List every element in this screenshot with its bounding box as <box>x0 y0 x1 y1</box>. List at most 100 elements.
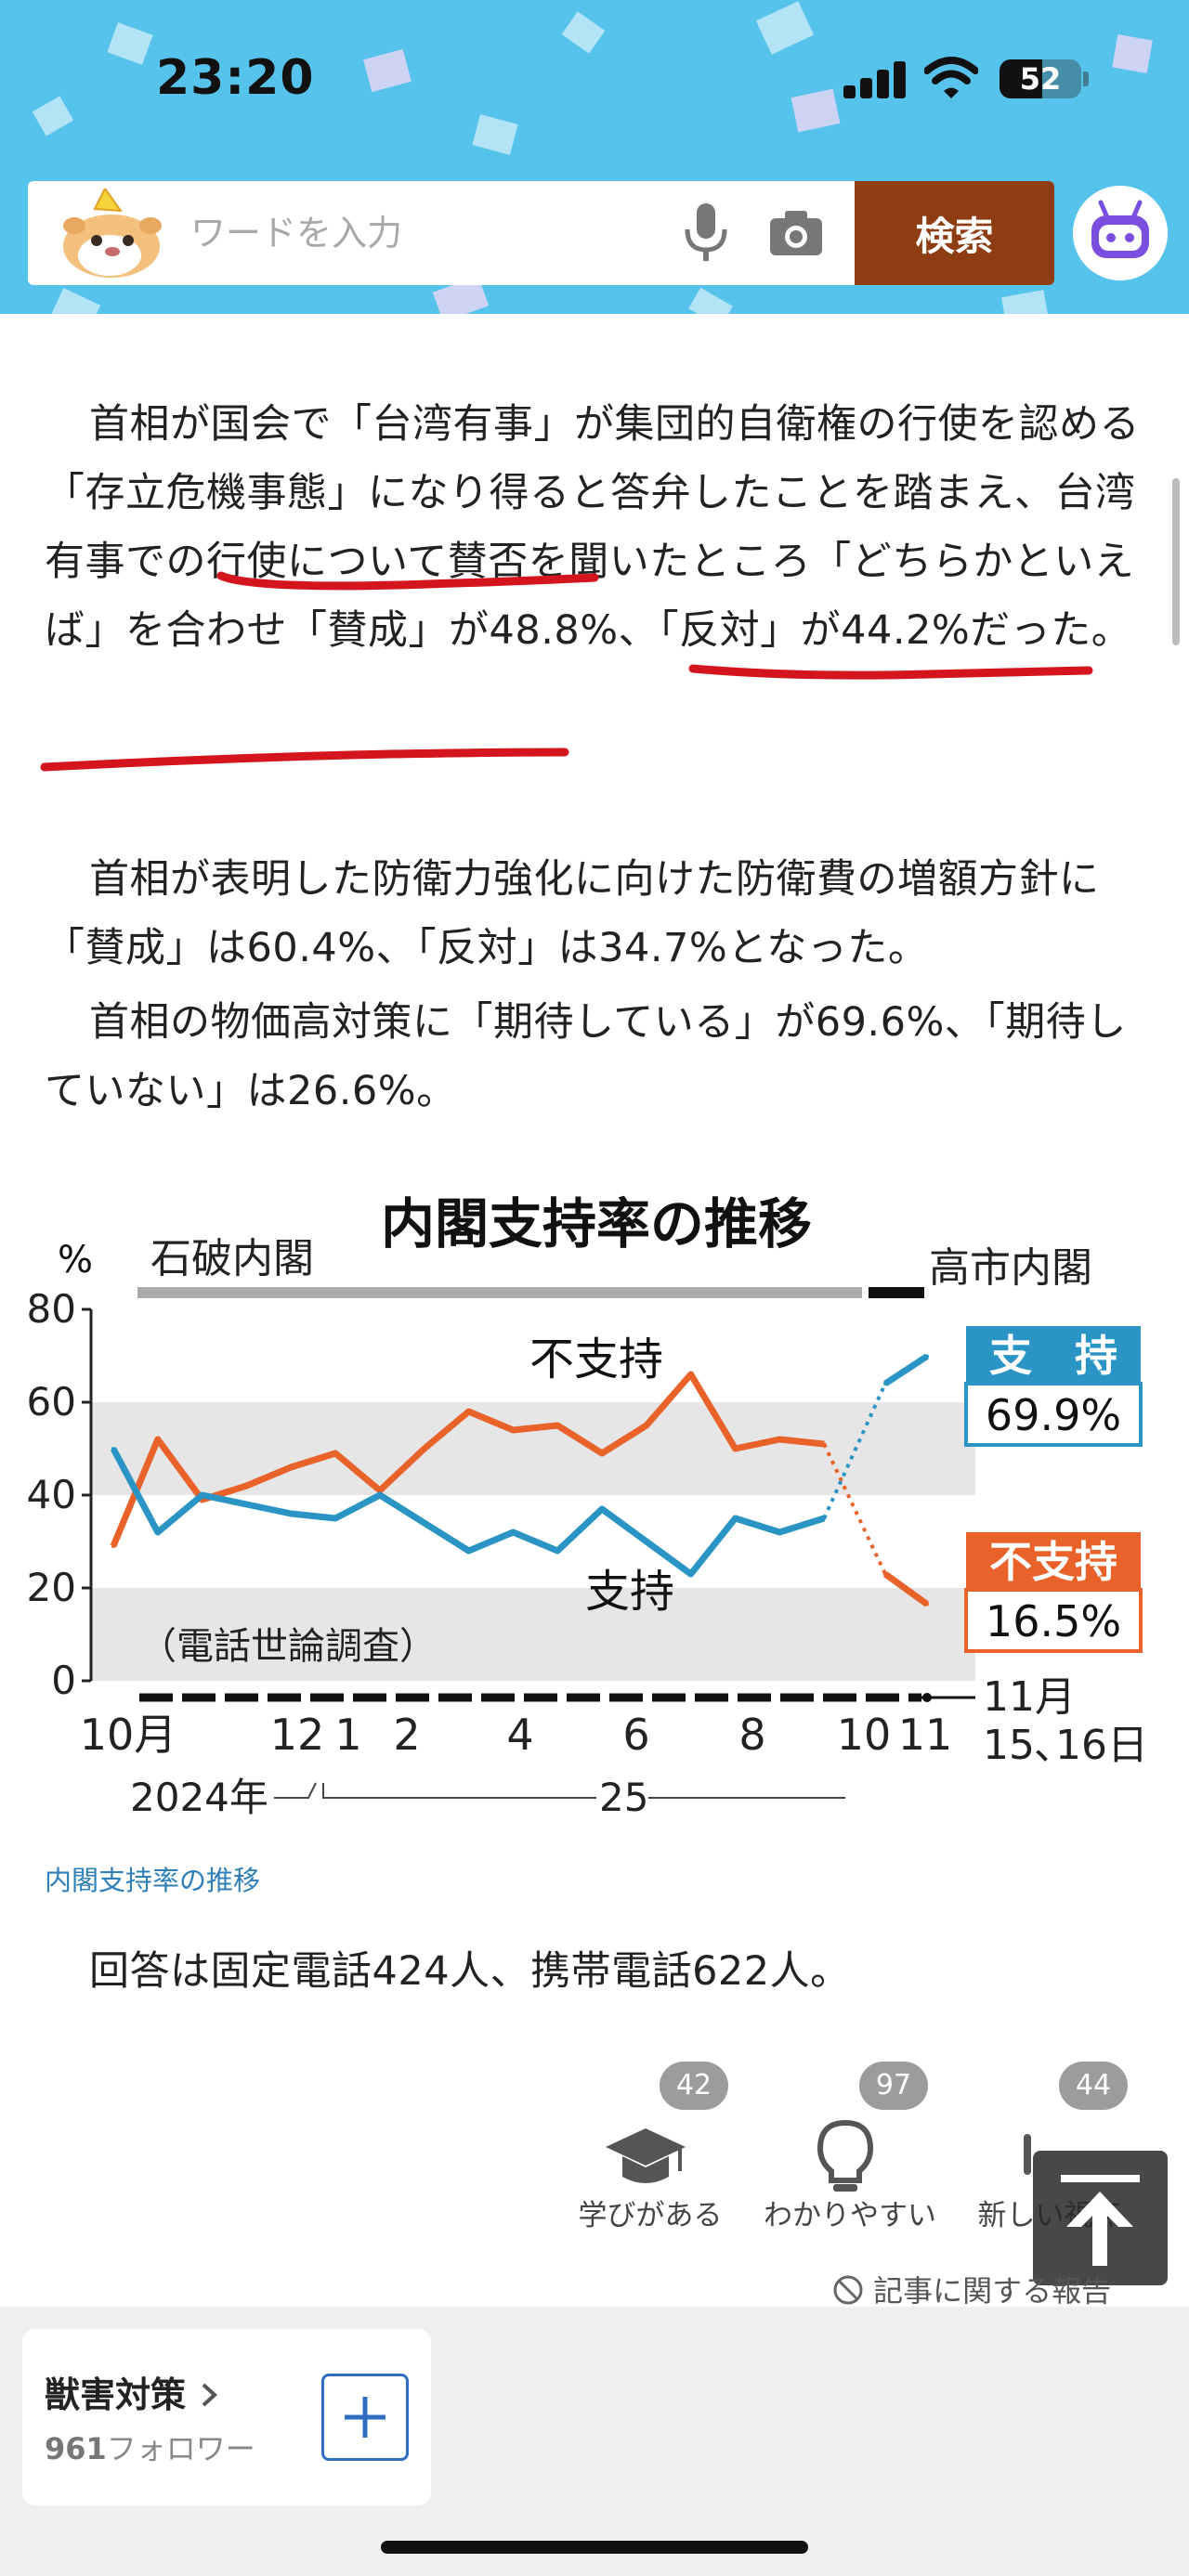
confetti-decoration <box>1112 33 1153 74</box>
x-tick-label: 1 <box>334 1710 361 1760</box>
search-input[interactable] <box>190 202 673 265</box>
red-underline-annotation <box>40 748 569 772</box>
series-line-end-0 <box>882 1571 930 1607</box>
eye-icon <box>1024 2134 1031 2175</box>
p2-text: 首相が表明した防衛力強化に向けた防衛費の増額方針に「賛成」は60.4%、「反対」… <box>45 856 1100 971</box>
data-point <box>600 1451 605 1455</box>
home-indicator[interactable] <box>381 2541 808 2554</box>
article-paragraph-3: 首相の物価高対策に「期待している」が69.6%、「期待していない」は26.6%。 <box>45 988 1159 1125</box>
end-label-box <box>966 1326 1141 1384</box>
data-point <box>883 1382 887 1386</box>
article-paragraph-1: 首相が国会で「台湾有事」が集団的自衛権の行使を認める「存立危機事態」になり得ると… <box>45 390 1159 665</box>
chevron-right-icon <box>202 2383 218 2407</box>
camera-icon[interactable] <box>766 207 826 259</box>
p1-text-after: について賛否を聞いたところ「どちらかといえば」を合わせ「賛成」が48.8%、「反… <box>45 539 1135 654</box>
year-label-25: 25 <box>599 1775 648 1820</box>
data-point <box>155 1438 160 1441</box>
page-scrollbar[interactable] <box>1172 478 1180 645</box>
status-time: 23:20 <box>156 50 315 106</box>
end-label-name: 支 持 <box>989 1331 1117 1381</box>
ai-assistant-icon[interactable] <box>1073 186 1168 280</box>
data-point <box>200 1493 204 1497</box>
arrow-up-icon <box>1061 2175 1140 2266</box>
chart-caption: 内閣支持率の推移 <box>45 1865 261 1896</box>
follower-count: 961フォロワー <box>45 2426 255 2468</box>
follower-number: 961 <box>45 2431 107 2466</box>
data-point <box>111 1447 115 1451</box>
search-bar: 検索 <box>28 181 1054 285</box>
data-point <box>289 1465 294 1469</box>
data-point <box>822 1516 827 1520</box>
data-point <box>925 1602 929 1607</box>
data-point <box>733 1516 738 1520</box>
battery-icon: 52 <box>1000 59 1081 98</box>
reaction-clear[interactable]: 97 わかりやすい <box>757 2062 943 2284</box>
data-point <box>555 1424 560 1427</box>
confetti-decoration <box>755 1 815 55</box>
end-value-box <box>964 1588 1143 1653</box>
data-point <box>777 1438 782 1441</box>
chart-note: （電話世論調査） <box>139 1625 437 1668</box>
y-tick-label: 20 <box>28 1565 76 1610</box>
data-point <box>377 1493 382 1497</box>
article-paragraph-2: 首相が表明した防衛力強化に向けた防衛費の増額方針に「賛成」は60.4%、「反対」… <box>45 845 1159 982</box>
scroll-to-top-button[interactable] <box>1033 2151 1168 2285</box>
confetti-decoration <box>32 96 74 137</box>
footer-bar: 獣害対策 961フォロワー <box>0 2307 1189 2576</box>
data-point <box>600 1507 605 1511</box>
data-point <box>111 1544 115 1548</box>
topic-title[interactable]: 獣害対策 <box>45 2366 220 2417</box>
y-tick-label: 0 <box>51 1658 76 1703</box>
y-tick-label: 60 <box>28 1379 76 1425</box>
x-tick-label: 4 <box>506 1710 533 1760</box>
data-point <box>822 1442 827 1446</box>
data-point <box>466 1549 471 1553</box>
data-point <box>644 1540 648 1543</box>
article-paragraph-4: 回答は固定電話424人、携帯電話622人。 <box>45 1937 1159 2006</box>
end-label-name: 不支持 <box>989 1537 1117 1587</box>
data-point <box>688 1572 693 1576</box>
y-tick-label: 40 <box>28 1472 76 1517</box>
reaction-count: 42 <box>660 2062 728 2110</box>
data-point <box>422 1447 426 1451</box>
x-tick-label: 10 <box>837 1710 892 1760</box>
topic-follow-card[interactable]: 獣害対策 961フォロワー <box>22 2329 431 2505</box>
reaction-learning[interactable]: 42 学びがある <box>557 2062 743 2284</box>
data-point <box>777 1530 782 1534</box>
lightbulb-icon <box>817 2119 874 2192</box>
data-point <box>511 1428 516 1432</box>
end-label-value: 16.5% <box>986 1596 1121 1646</box>
data-point <box>422 1521 426 1525</box>
search-button[interactable]: 検索 <box>855 181 1054 285</box>
y-tick-label: 80 <box>28 1286 76 1332</box>
data-point <box>244 1484 249 1488</box>
confetti-decoration <box>51 288 101 314</box>
p3-text: 首相の物価高対策に「期待している」が69.6%、「期待していない」は26.6%。 <box>45 999 1127 1114</box>
report-label: 記事に関する報告 <box>873 2273 1112 2309</box>
end-label-box <box>966 1532 1141 1590</box>
series-transition-1 <box>822 1383 887 1519</box>
confetti-decoration <box>1001 290 1048 314</box>
reaction-count: 97 <box>859 2062 928 2110</box>
data-point <box>511 1530 516 1534</box>
data-point <box>883 1572 887 1576</box>
confetti-decoration <box>472 114 518 155</box>
confetti-decoration <box>107 22 153 65</box>
confetti-decoration <box>363 48 412 93</box>
x-axis-end-dot <box>922 1693 932 1702</box>
data-point <box>925 1354 929 1359</box>
x-end-label-line2: 15､16日 <box>983 1722 1148 1769</box>
x-tick-label: 2 <box>393 1710 420 1760</box>
chart-title: 内閣支持率の推移 <box>381 1192 812 1255</box>
battery-nub <box>1083 72 1089 86</box>
confetti-decoration <box>688 287 733 314</box>
reaction-label: わかりやすい <box>764 2199 936 2232</box>
reaction-label: 学びがある <box>578 2199 723 2232</box>
hamster-mascot-icon <box>63 189 162 278</box>
data-point <box>244 1503 249 1506</box>
confetti-decoration <box>790 88 841 133</box>
follow-button[interactable] <box>321 2374 409 2461</box>
microphone-icon[interactable] <box>678 202 734 265</box>
report-link[interactable]: 記事に関する報告 <box>832 2268 1111 2310</box>
